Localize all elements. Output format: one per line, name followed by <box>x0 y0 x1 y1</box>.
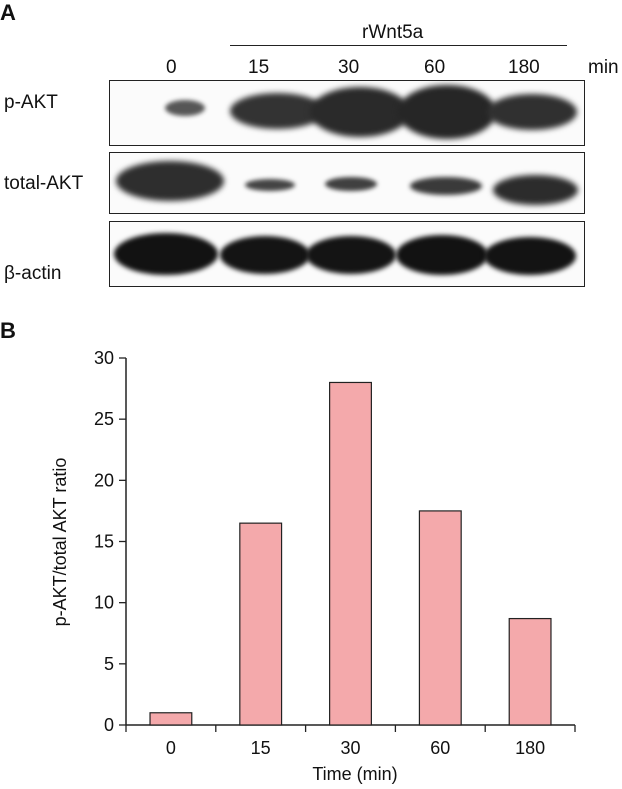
panel-b-letter: B <box>0 318 16 343</box>
band-p-akt-60 <box>398 85 496 139</box>
blot-strip-beta-actin <box>109 221 585 287</box>
band-beta-actin-15 <box>220 236 310 274</box>
treatment-label: rWnt5a <box>362 22 424 43</box>
bar-15 <box>239 522 283 726</box>
band-total-akt-30 <box>325 177 377 191</box>
bar-30 <box>329 381 372 726</box>
x-tick-label-180: 180 <box>515 738 545 758</box>
blot-strip-p-akt <box>109 80 585 146</box>
band-beta-actin-180 <box>484 237 576 275</box>
y-tick-label-30: 30 <box>94 348 114 368</box>
band-beta-actin-60 <box>396 235 488 275</box>
treatment-bracket-line <box>230 45 567 46</box>
band-p-akt-0 <box>165 100 205 116</box>
row-label-total-akt: total-AKT <box>4 173 84 194</box>
row-label-beta-actin: β-actin <box>4 263 62 284</box>
panel-a-letter: A <box>0 0 16 25</box>
band-total-akt-60 <box>410 177 482 195</box>
y-tick-label-25: 25 <box>94 409 114 429</box>
lane-label-60: 60 <box>424 57 446 78</box>
band-p-akt-30 <box>310 87 410 137</box>
bar-60 <box>418 510 462 726</box>
time-unit-label: min <box>588 57 619 78</box>
y-axis-label: p-AKT/total AKT ratio <box>50 458 70 627</box>
x-axis-label: Time (min) <box>312 764 397 784</box>
lane-label-180: 180 <box>508 57 540 78</box>
band-beta-actin-0 <box>114 233 218 275</box>
lane-label-0: 0 <box>166 57 177 78</box>
band-total-akt-15 <box>245 179 295 191</box>
band-total-akt-180 <box>493 175 578 205</box>
band-p-akt-180 <box>487 94 577 130</box>
y-tick-label-5: 5 <box>104 654 114 674</box>
lane-label-15: 15 <box>248 57 270 78</box>
row-label-p-akt: p-AKT <box>4 92 58 113</box>
x-tick-label-0: 0 <box>166 738 176 758</box>
y-tick-label-10: 10 <box>94 593 114 613</box>
bar-0 <box>149 712 193 726</box>
band-total-akt-0 <box>116 161 224 201</box>
blot-strip-total-akt <box>109 152 585 214</box>
band-p-akt-15 <box>230 93 325 129</box>
y-tick-label-15: 15 <box>94 532 114 552</box>
y-tick-label-20: 20 <box>94 470 114 490</box>
x-tick-label-15: 15 <box>251 738 271 758</box>
band-beta-actin-30 <box>306 236 396 274</box>
y-tick-label-0: 0 <box>104 715 114 735</box>
x-tick-label-30: 30 <box>340 738 360 758</box>
lane-label-30: 30 <box>338 57 360 78</box>
x-tick-label-60: 60 <box>430 738 450 758</box>
bar-180 <box>508 617 552 726</box>
